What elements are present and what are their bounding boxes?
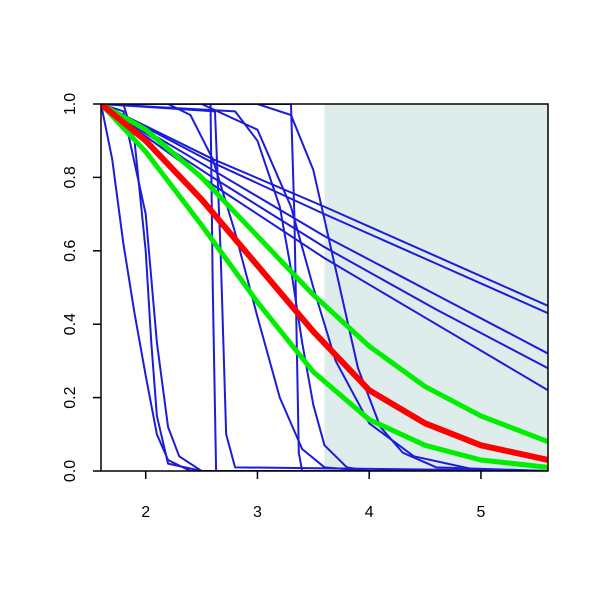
series-line [101,104,548,471]
series-line [101,104,548,471]
series-line [101,104,548,463]
series-line [101,104,548,471]
x-tick-label: 4 [365,504,374,521]
series-line [101,104,548,307]
series-line [101,104,548,471]
series-line [101,104,548,355]
x-tick-label: 2 [141,504,150,521]
y-tick-label: 1.0 [62,93,79,115]
series-line [101,104,548,445]
series-line [101,104,548,471]
y-tick-label: 0.2 [62,386,79,408]
x-tick-label: 3 [253,504,262,521]
series-line [101,104,548,315]
y-tick-label: 0.6 [62,240,79,262]
plot-frame [100,103,549,472]
series-line [101,104,548,471]
plot-area [101,104,548,471]
y-tick-label: 0.4 [62,313,79,335]
y-tick-label: 0.8 [62,166,79,188]
highlight-region [324,104,548,471]
series-line [101,104,548,470]
x-tick-label: 5 [476,504,485,521]
y-tick-label: 0.0 [62,460,79,482]
